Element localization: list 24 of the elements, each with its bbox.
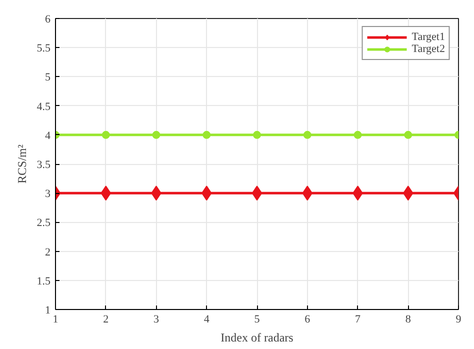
x-tick-label: 3 [154, 314, 160, 326]
y-tick-label: 1 [45, 304, 50, 316]
y-tick-label: 1.5 [36, 275, 51, 288]
x-tick-label: 1 [52, 314, 58, 326]
y-tick-label: 2.5 [36, 217, 51, 230]
y-tick-label: 2 [45, 246, 50, 258]
x-tick-label: 6 [304, 314, 311, 326]
y-tick-label: 5.5 [36, 42, 51, 55]
x-tick-label: 8 [405, 314, 412, 326]
y-tick-label: 5 [45, 72, 51, 84]
legend-label: Target2 [412, 43, 445, 55]
x-tick-label: 2 [103, 314, 109, 326]
y-tick-label: 3.5 [36, 159, 51, 171]
y-tick-label: 3 [45, 188, 51, 200]
x-tick-label: 5 [254, 314, 260, 326]
legend-label: Target1 [412, 31, 445, 43]
y-tick-label: 4 [45, 130, 51, 142]
x-tick-label: 4 [204, 314, 210, 326]
x-axis-title: Index of radars [220, 330, 294, 344]
x-tick-label: 7 [355, 314, 361, 326]
y-tick-label: 4.5 [36, 100, 51, 113]
y-axis-title: RCS/m² [14, 144, 29, 184]
x-tick-label: 9 [456, 314, 462, 326]
y-tick-label: 6 [45, 14, 51, 26]
